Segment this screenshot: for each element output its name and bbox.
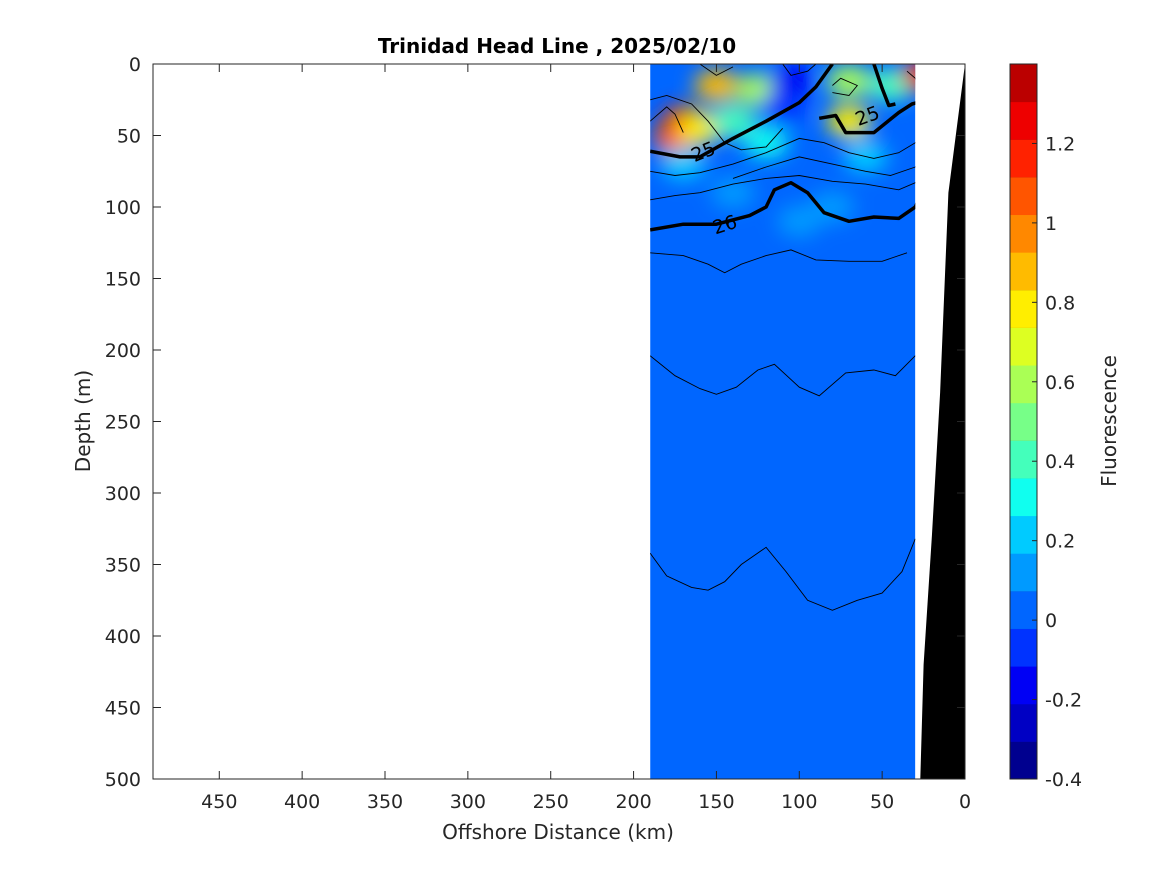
colorbar: -0.4 -0.2 0 0.2 0.4 0.6 0.8 1 1.2 [1009,63,1082,791]
x-tick-label: 250 [533,791,569,813]
thin-contour [782,64,817,76]
colorbar-tick-label: 0.6 [1045,372,1075,394]
thin-contour [732,156,916,179]
y-tick-label: 50 [117,126,141,148]
fluorescence-patch [777,205,822,238]
thin-contour [650,249,908,274]
colorbar-segment [1010,628,1037,667]
fluorescence-patch [901,64,916,91]
y-tick-label: 0 [129,54,141,76]
colorbar-tick-label: 0.8 [1045,292,1075,314]
chart-title: Trinidad Head Line , 2025/02/10 [378,34,736,58]
seafloor-polygon [920,64,965,779]
colorbar-segment [1010,214,1037,253]
colorbar-tick-label: 0 [1045,610,1057,632]
colorbar-segment [1010,703,1037,742]
colorbar-tick-label: 0.4 [1045,451,1075,473]
y-tick-label: 300 [105,483,141,505]
colorbar-tick-label: -0.4 [1045,769,1082,791]
thin-contour [650,106,684,133]
colorbar-segment [1010,590,1037,629]
colorbar-frame [1009,63,1038,780]
fluorescence-patch [769,65,813,98]
x-tick-label: 150 [698,791,734,813]
colorbar-segment [1010,64,1037,103]
fluorescence-patch [711,176,755,209]
colorbar-segment [1010,176,1037,216]
colorbar-segment [1010,289,1037,328]
colorbar-tick-label: -0.2 [1045,690,1082,712]
y-tick-label: 200 [105,340,141,362]
fluorescence-patch [694,69,739,102]
y-tick-label: 500 [105,769,141,791]
colorbar-segment [1010,365,1037,404]
y-tick-label: 350 [105,555,141,577]
fluorescence-patch [744,126,789,159]
fluorescence-patch [827,65,871,98]
colorbar-segment [1010,553,1037,592]
thin-contour [650,355,916,397]
thin-contour [650,538,916,611]
colorbar-segment [1010,327,1037,366]
colorbar-segment [1010,440,1037,479]
bathymetry [920,64,965,779]
fluorescence-field [650,64,916,779]
thin-contour [650,137,916,176]
thin-contour [906,70,916,80]
x-tick-label: 350 [367,791,403,813]
colorbar-segment [1010,515,1037,554]
y-tick-label: 450 [105,698,141,720]
fluorescence-patch [827,105,871,138]
x-axis: 450 400 350 300 250 200 150 100 50 0 [201,64,971,813]
density-contour-25 [872,64,896,108]
x-tick-label: 50 [870,791,894,813]
colorbar-tick-label: 0.2 [1045,531,1075,553]
thin-contour [650,95,784,151]
y-tick-label: 150 [105,269,141,291]
y-axis-label: Depth (m) [71,370,95,472]
fluorescence-patch [711,105,755,138]
thin-contour [699,64,734,76]
fluorescence-patch [760,90,805,123]
colorbar-segment [1010,666,1037,705]
colorbar-tick-label: 1.2 [1045,133,1075,155]
y-axis: 0 50 100 150 200 250 300 350 400 450 500 [105,54,965,791]
thin-contour [650,175,916,201]
x-axis-label: Offshore Distance (km) [442,820,674,844]
x-tick-label: 300 [450,791,486,813]
colorbar-label: Fluorescence [1097,355,1121,487]
field-background [650,64,916,779]
density-contour-25 [818,101,916,135]
x-tick-label: 450 [201,791,237,813]
colorbar-segment [1010,477,1037,517]
y-tick-label: 400 [105,626,141,648]
colorbar-segment [1010,252,1037,291]
colorbar-tick-label: 1 [1045,213,1057,235]
y-tick-label: 100 [105,197,141,219]
x-tick-label: 400 [284,791,320,813]
colorbar-segment [1010,139,1037,178]
x-tick-label: 100 [781,791,817,813]
fluorescence-patch [677,112,722,145]
colorbar-segment [1010,101,1037,140]
x-tick-label: 0 [959,791,971,813]
density-contour-26 [650,180,916,232]
thin-contour [832,77,859,96]
colorbar-segment [1010,741,1037,780]
density-contour-25 [650,64,834,159]
colorbar-segment [1010,402,1037,441]
y-tick-label: 250 [105,412,141,434]
fluorescence-patch [810,191,855,223]
x-tick-label: 200 [615,791,651,813]
